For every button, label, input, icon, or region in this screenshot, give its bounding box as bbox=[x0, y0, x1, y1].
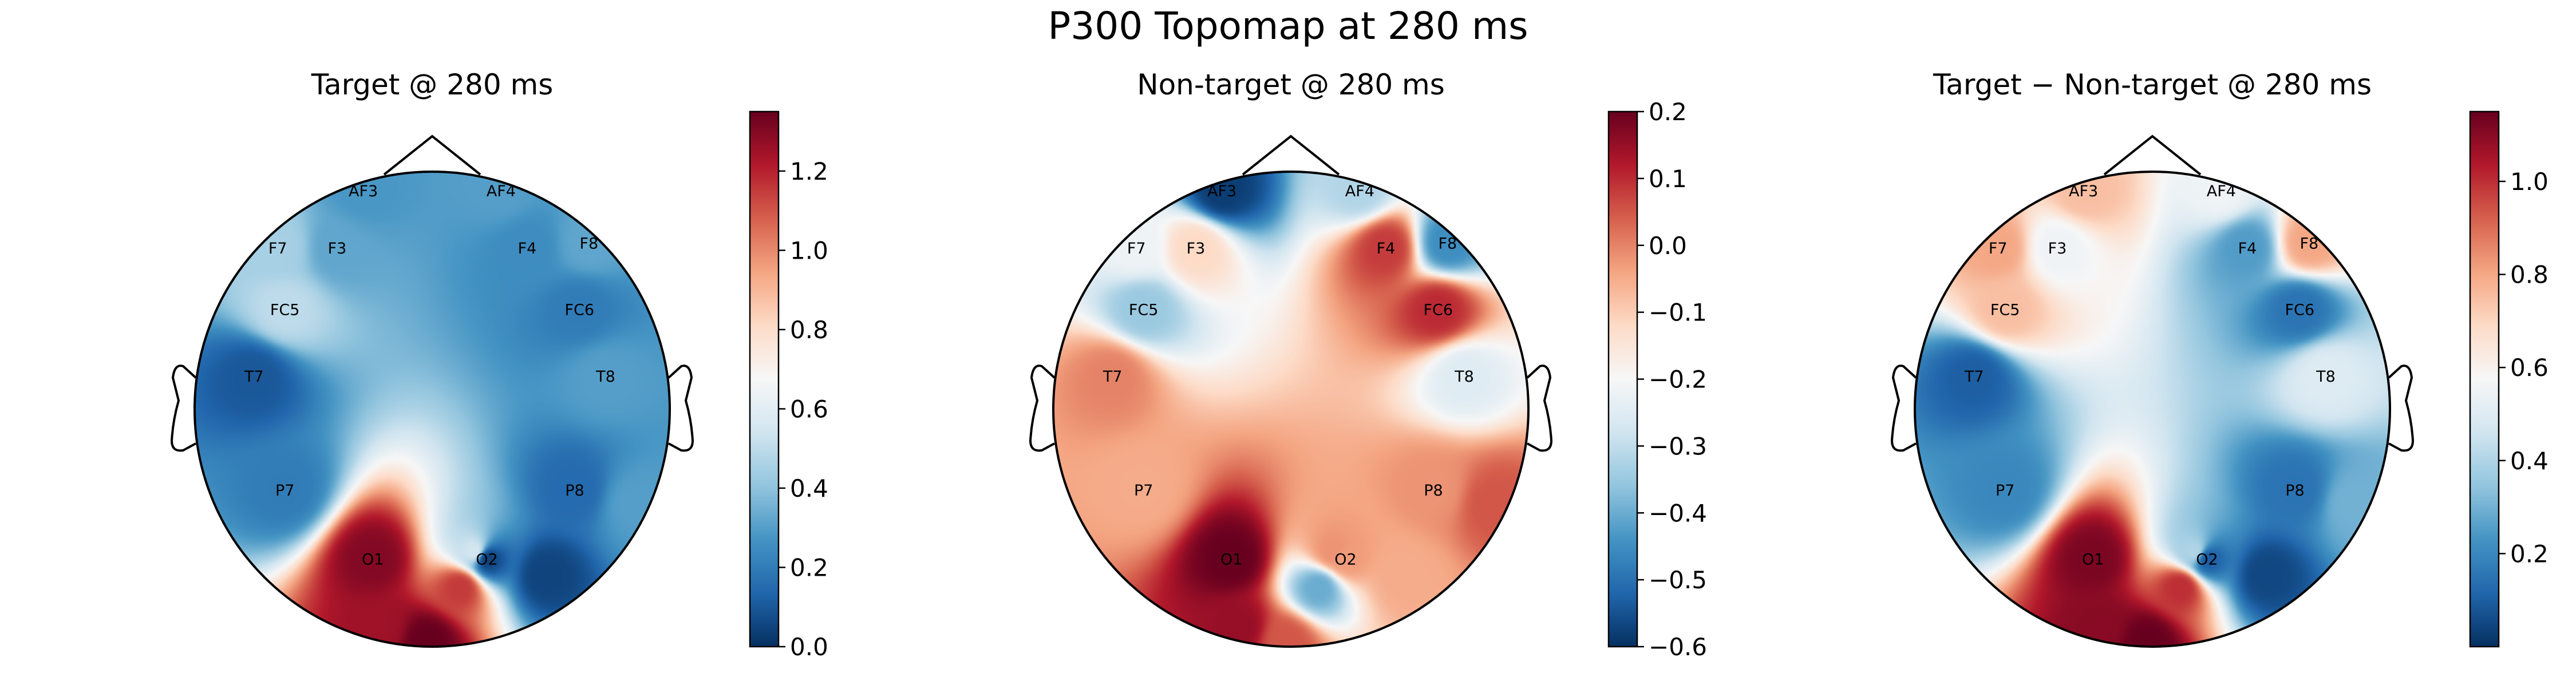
channel-label-o2: O2 bbox=[2196, 551, 2218, 568]
channel-label-f3: F3 bbox=[1187, 240, 1206, 258]
panel-title: Target − Non-target @ 280 ms bbox=[1933, 68, 2372, 101]
colorbar-tick-label: 0.4 bbox=[790, 474, 828, 502]
channel-label-f8: F8 bbox=[580, 235, 599, 253]
colorbar-tick-label: 0.0 bbox=[790, 633, 828, 661]
colorbar-tick-label: −0.6 bbox=[1649, 633, 1707, 661]
channel-label-fc6: FC6 bbox=[2285, 302, 2315, 319]
right-ear-outline bbox=[667, 365, 694, 452]
colorbar-tick-label: −0.1 bbox=[1649, 299, 1707, 327]
head-outline bbox=[1052, 171, 1530, 648]
channel-label-t7: T7 bbox=[1964, 368, 1984, 386]
head-outline bbox=[1914, 171, 2391, 648]
left-ear-outline bbox=[170, 365, 197, 452]
colorbar-tick-label: 0.8 bbox=[2510, 261, 2549, 289]
channel-label-f8: F8 bbox=[2300, 235, 2319, 253]
channel-label-t8: T8 bbox=[595, 368, 615, 386]
channel-label-af3: AF3 bbox=[2069, 183, 2098, 200]
colorbar-tick-label: 0.6 bbox=[790, 395, 828, 423]
figure-title: P300 Topomap at 280 ms bbox=[1048, 4, 1528, 48]
topomap-field bbox=[1915, 172, 2390, 647]
topomap-field bbox=[1053, 172, 1528, 647]
channel-label-f4: F4 bbox=[2238, 240, 2257, 258]
channel-label-p7: P7 bbox=[275, 482, 294, 500]
nose-outline bbox=[383, 134, 481, 176]
channel-label-p7: P7 bbox=[1134, 482, 1153, 500]
panel-title: Non-target @ 280 ms bbox=[1137, 68, 1445, 101]
right-ear-outline bbox=[2388, 365, 2415, 452]
channel-label-o1: O1 bbox=[2082, 551, 2104, 568]
channel-label-af3: AF3 bbox=[349, 183, 378, 200]
colorbar-tick-label: −0.5 bbox=[1649, 566, 1707, 594]
colorbar-tick-label: 1.0 bbox=[790, 236, 828, 264]
channel-label-f3: F3 bbox=[2048, 240, 2067, 258]
channel-label-p7: P7 bbox=[1996, 482, 2014, 500]
channel-label-t8: T8 bbox=[1454, 368, 1474, 386]
colorbar-tick-label: 1.0 bbox=[2510, 168, 2549, 196]
channel-label-af4: AF4 bbox=[2207, 183, 2236, 200]
channel-label-af4: AF4 bbox=[487, 183, 516, 200]
channel-label-p8: P8 bbox=[565, 482, 584, 500]
panel-title: Target @ 280 ms bbox=[311, 68, 554, 101]
colorbar bbox=[749, 110, 780, 648]
left-ear-outline bbox=[1029, 365, 1056, 452]
channel-label-fc5: FC5 bbox=[1990, 302, 2020, 319]
channel-label-fc5: FC5 bbox=[1129, 302, 1159, 319]
topomap-panel: Non-target @ 280 ms AF3 AF4 F7 F3 F4 F8 FC5 FC6 T… bbox=[1029, 68, 1707, 661]
channel-label-f8: F8 bbox=[1439, 235, 1457, 253]
channel-label-p8: P8 bbox=[2285, 482, 2304, 500]
colorbar-tick-label: 0.1 bbox=[1649, 165, 1687, 193]
nose-outline bbox=[2103, 134, 2202, 176]
nose-outline bbox=[1242, 134, 1340, 176]
channel-label-fc5: FC5 bbox=[270, 302, 300, 319]
channel-label-o1: O1 bbox=[1220, 551, 1242, 568]
channel-label-f3: F3 bbox=[328, 240, 347, 258]
channel-label-o2: O2 bbox=[476, 551, 497, 568]
channel-label-f7: F7 bbox=[1127, 240, 1146, 258]
colorbar-tick-label: −0.2 bbox=[1649, 366, 1707, 394]
colorbar-tick-label: 0.2 bbox=[790, 553, 828, 581]
topomap-panel: Target − Non-target @ 280 ms AF3 AF4 F7 F3 F4… bbox=[1890, 68, 2549, 648]
colorbar-tick-label: 0.8 bbox=[790, 316, 828, 344]
channel-label-o1: O1 bbox=[362, 551, 384, 568]
channel-label-f7: F7 bbox=[268, 240, 287, 258]
head-outline bbox=[193, 171, 671, 648]
channel-label-p8: P8 bbox=[1424, 482, 1443, 500]
colorbar bbox=[1607, 110, 1638, 648]
colorbar-tick-label: 0.4 bbox=[2510, 447, 2549, 475]
colorbar-tick-label: 0.6 bbox=[2510, 354, 2549, 382]
channel-label-t8: T8 bbox=[2316, 368, 2336, 386]
channel-label-t7: T7 bbox=[244, 368, 264, 386]
colorbar-tick-label: 0.0 bbox=[1649, 232, 1687, 260]
topomap-panel: Target @ 280 ms AF3 AF4 F7 F3 F4 F8 FC5 FC6 T7 T8 P… bbox=[170, 68, 828, 661]
channel-label-af4: AF4 bbox=[1345, 183, 1374, 200]
colorbar-tick-label: 0.2 bbox=[1649, 98, 1687, 126]
channel-label-af3: AF3 bbox=[1207, 183, 1236, 200]
colorbar bbox=[2469, 110, 2500, 648]
channel-label-f7: F7 bbox=[1989, 240, 2008, 258]
left-ear-outline bbox=[1890, 365, 1917, 452]
channel-label-fc6: FC6 bbox=[565, 302, 595, 319]
colorbar-tick-label: 0.2 bbox=[2510, 540, 2549, 568]
channel-label-f4: F4 bbox=[1377, 240, 1396, 258]
channel-label-o2: O2 bbox=[1334, 551, 1356, 568]
colorbar-tick-label: −0.4 bbox=[1649, 499, 1707, 527]
colorbar-tick-label: −0.3 bbox=[1649, 432, 1707, 460]
right-ear-outline bbox=[1526, 365, 1553, 452]
channel-label-fc6: FC6 bbox=[1424, 302, 1453, 319]
channel-label-t7: T7 bbox=[1103, 368, 1123, 386]
colorbar-tick-label: 1.2 bbox=[790, 157, 828, 185]
topomap-field bbox=[195, 172, 670, 647]
channel-label-f4: F4 bbox=[518, 240, 537, 258]
